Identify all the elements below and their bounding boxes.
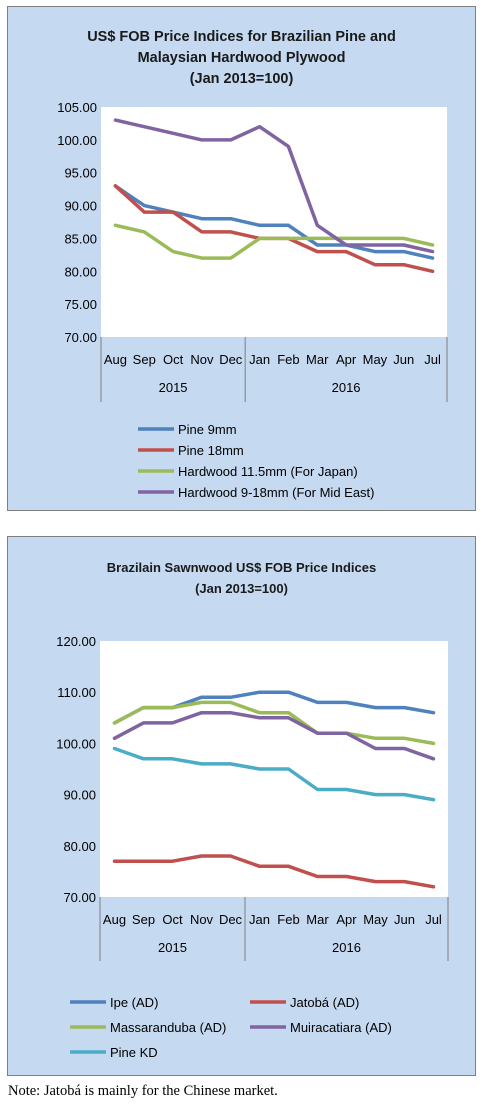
sawnwood-chart-svg: 70.00 80.00 90.00 100.00 110.00 120.00 2015 201… (56, 634, 449, 1060)
sawnwood-chart-panel: Brazilain Sawnwood US$ FOB Price Indices… (7, 536, 476, 1076)
plywood-chart-title: US$ FOB Price Indices for Brazilian Pine… (8, 27, 475, 90)
plywood-x-tick-label: Jan (249, 352, 270, 367)
plywood-y-tick-label: 100.00 (57, 133, 97, 148)
plywood-plot-area (101, 107, 447, 337)
plywood-y-tick-label: 85.00 (64, 231, 97, 246)
sawnwood-legend-label: Muiracatiara (AD) (290, 1020, 392, 1035)
sawnwood-x-tick-label: Apr (336, 912, 357, 927)
plywood-x-tick-label: Aug (104, 352, 127, 367)
sawnwood-chart-title: Brazilain Sawnwood US$ FOB Price Indices… (8, 557, 475, 599)
footnote: Note: Jatobá is mainly for the Chinese m… (8, 1083, 278, 1099)
plywood-y-tick-label: 90.00 (64, 199, 97, 214)
sawnwood-legend-label: Massaranduba (AD) (110, 1020, 226, 1035)
sawnwood-legend-label: Ipe (AD) (110, 995, 158, 1010)
sawnwood-series-line-2 (112, 854, 436, 889)
plywood-y-tick-label: 75.00 (64, 297, 97, 312)
sawnwood-x-tick-label: Sep (132, 912, 155, 927)
sawnwood-legend-label: Pine KD (110, 1045, 158, 1060)
plywood-series-line-4 (113, 118, 435, 254)
sawnwood-y-tick-label: 90.00 (63, 788, 96, 803)
sawnwood-legend-label: Jatobá (AD) (290, 995, 359, 1010)
sawnwood-year-label: 2016 (332, 940, 361, 955)
plywood-year-label: 2015 (159, 380, 188, 395)
plywood-x-tick-label: Apr (336, 352, 357, 367)
sawnwood-series-line-4 (112, 710, 436, 761)
plywood-title-line-3: (Jan 2013=100) (189, 71, 294, 87)
plywood-x-tick-label: Sep (133, 352, 156, 367)
sawnwood-series-line-5 (112, 746, 436, 802)
plywood-legend-label: Pine 18mm (178, 443, 244, 458)
plywood-y-tick-label: 80.00 (64, 264, 97, 279)
sawnwood-y-tick-label: 110.00 (57, 685, 96, 700)
plywood-chart-panel: US$ FOB Price Indices for Brazilian Pine… (7, 6, 476, 511)
sawnwood-x-tick-label: May (363, 912, 388, 927)
sawnwood-x-tick-label: Mar (306, 912, 329, 927)
plywood-chart-svg: 70.00 75.00 80.00 85.00 90.00 95.00 100.00 105.… (57, 100, 448, 500)
plywood-legend-label: Pine 9mm (178, 422, 237, 437)
plywood-y-tick-label: 95.00 (64, 166, 97, 181)
sawnwood-x-tick-label: Feb (277, 912, 299, 927)
sawnwood-y-tick-label: 100.00 (56, 736, 96, 751)
sawnwood-x-tick-label: Jan (249, 912, 270, 927)
plywood-x-tick-label: Mar (306, 352, 329, 367)
sawnwood-y-tick-label: 70.00 (63, 890, 96, 905)
plywood-x-tick-label: Feb (277, 352, 299, 367)
sawnwood-x-tick-label: Nov (190, 912, 214, 927)
sawnwood-year-label: 2015 (158, 940, 187, 955)
sawnwood-x-tick-label: Oct (162, 912, 183, 927)
plywood-x-tick-label: Dec (219, 352, 243, 367)
sawnwood-y-tick-label: 80.00 (63, 839, 96, 854)
plywood-series-line-3 (113, 223, 435, 260)
plywood-x-tick-label: Nov (190, 352, 214, 367)
sawnwood-x-tick-label: Jun (394, 912, 415, 927)
sawnwood-title-line-1: Brazilain Sawnwood US$ FOB Price Indices (106, 560, 377, 575)
plywood-x-tick-label: Oct (163, 352, 184, 367)
sawnwood-x-tick-label: Dec (219, 912, 243, 927)
plywood-title-line-2: Malaysian Hardwood Plywood (137, 50, 346, 66)
sawnwood-title-line-2: (Jan 2013=100) (195, 581, 288, 596)
sawnwood-x-tick-label: Aug (103, 912, 126, 927)
plywood-legend-label: Hardwood 9-18mm (For Mid East) (178, 485, 375, 500)
plywood-x-tick-label: Jun (393, 352, 414, 367)
sawnwood-x-tick-label: Jul (425, 912, 442, 927)
plywood-x-tick-label: May (363, 352, 388, 367)
plywood-legend-label: Hardwood 11.5mm (For Japan) (178, 464, 358, 479)
plywood-year-label: 2016 (332, 380, 361, 395)
sawnwood-y-tick-label: 120.00 (56, 634, 96, 649)
plywood-title-line-1: US$ FOB Price Indices for Brazilian Pine… (87, 29, 396, 45)
plywood-y-tick-label: 70.00 (64, 330, 97, 345)
plywood-x-tick-label: Jul (424, 352, 441, 367)
plywood-y-tick-label: 105.00 (57, 100, 97, 115)
sawnwood-series-line-3 (112, 700, 436, 746)
